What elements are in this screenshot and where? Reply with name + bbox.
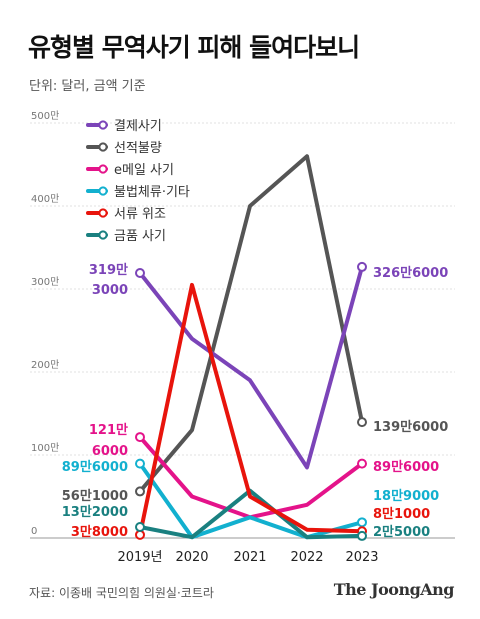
y-tick-label-1: 100만 [31,442,59,454]
legend-label-0: 결제사기 [114,119,162,134]
end-label-0: 326만6000 [373,265,448,281]
legend-label-4: 서류 위조 [114,207,166,222]
start-label-5-0: 13만2000 [62,504,128,520]
brand-logo: The JoongAng [333,580,455,599]
start-label-3-0: 89만6000 [62,459,128,475]
data-point-1-4 [357,417,367,428]
data-point-2-0 [135,432,145,443]
end-label-5: 2만5000 [373,524,430,540]
y-tick-label-3: 300만 [31,276,59,288]
y-tick-label-2: 200만 [31,359,59,371]
legend-label-1: 선적불량 [114,141,162,156]
x-tick-label-1: 2020 [175,550,208,565]
end-label-2: 89만6000 [373,459,439,475]
series-line-1 [138,154,364,494]
chart-title: 유형별 무역사기 피해 들여다보니 [28,33,360,62]
series-line-0 [138,264,364,470]
legend-label-3: 불법체류·기타 [114,185,190,200]
legend-label-5: 금품 사기 [114,229,166,244]
x-tick-label-4: 2023 [345,550,378,565]
legend-marker-1 [98,142,108,152]
y-tick-label-5: 500만 [31,110,59,122]
data-point-5-0 [135,522,145,533]
data-point-3-0 [135,458,145,469]
data-point-0-4 [357,261,367,272]
legend-marker-3 [98,186,108,196]
data-point-3-4 [357,517,367,528]
start-label-2-1: 6000 [92,444,128,459]
x-tick-label-3: 2022 [290,550,323,565]
y-tick-label-0: 0 [31,526,37,537]
end-label-1: 139만6000 [373,419,448,435]
data-point-2-4 [357,458,367,469]
y-tick-label-4: 400만 [31,193,59,205]
start-label-0-0: 319만 [89,262,128,278]
series-line-4 [138,282,364,537]
end-label-4: 8만1000 [373,506,430,522]
legend-marker-0 [98,120,108,130]
legend-marker-2 [98,164,108,174]
data-point-5-4 [357,530,367,541]
legend-marker-5 [98,230,108,240]
start-label-1-0: 56만1000 [62,488,128,504]
end-label-3: 18만9000 [373,488,439,504]
legend-marker-4 [98,208,108,218]
start-label-4-0: 3만8000 [71,524,128,540]
source-note: 자료: 이종배 국민의힘 의원실·코트라 [29,586,214,600]
x-tick-label-2: 2021 [233,550,266,565]
unit-note: 단위: 달러, 금액 기준 [29,79,146,94]
x-tick-label-0: 2019년 [117,550,162,565]
legend-label-2: e메일 사기 [114,163,174,178]
start-label-2-0: 121만 [89,422,128,438]
data-point-1-0 [135,486,145,497]
data-point-0-0 [135,267,145,278]
data-point-4-0 [135,529,145,540]
start-label-0-1: 3000 [92,283,128,298]
